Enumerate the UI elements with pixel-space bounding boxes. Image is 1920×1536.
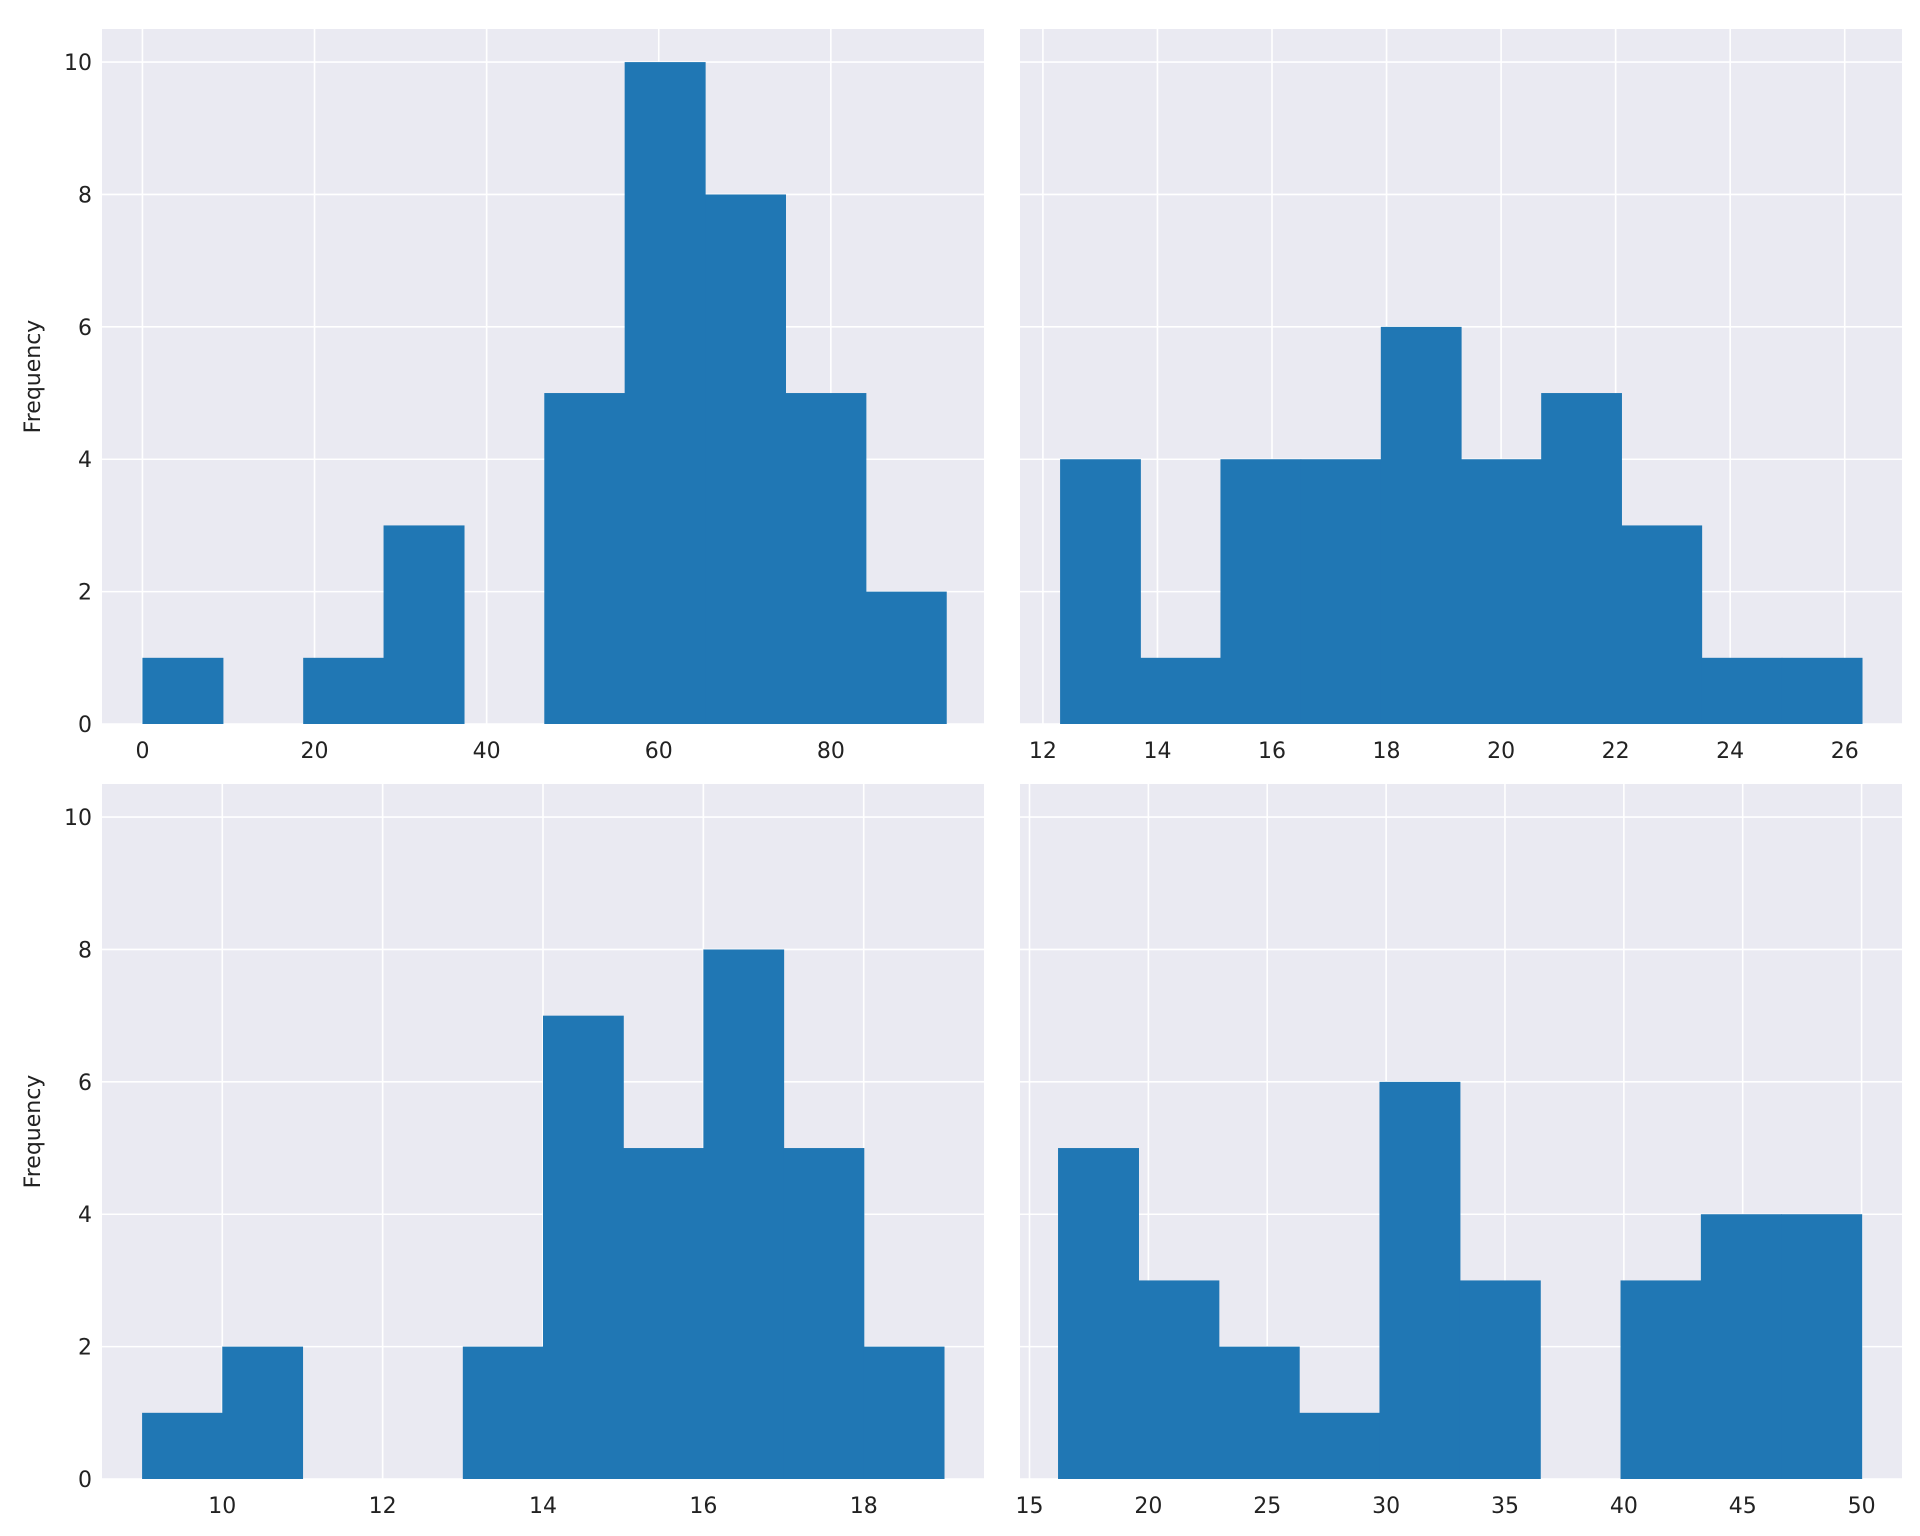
x-tick-label: 12 <box>1029 739 1057 764</box>
histogram-bar <box>1541 393 1622 724</box>
x-tick-label: 10 <box>208 1494 236 1519</box>
histogram-bar <box>1299 1412 1381 1479</box>
y-tick-label: 4 <box>78 1203 92 1228</box>
histogram-bar <box>1621 525 1703 724</box>
histogram-bar <box>1220 459 1302 724</box>
histogram-bar <box>303 657 385 724</box>
histogram-bar <box>624 62 706 725</box>
histogram-bar <box>142 1412 223 1479</box>
x-tick-label: 50 <box>1848 1494 1876 1519</box>
histogram-panel-2: 12 14 16 18 20 22 24 26 <box>1020 29 1902 764</box>
y-tick-label: 4 <box>78 448 92 473</box>
histogram-bar <box>1781 1214 1863 1479</box>
histogram-bar <box>1701 657 1783 724</box>
x-tick-label: 16 <box>1258 739 1286 764</box>
x-tick-label: 30 <box>1372 1494 1400 1519</box>
x-tick-label: 16 <box>689 1494 717 1519</box>
y-tick-label: 2 <box>78 581 92 606</box>
x-tick-label: 24 <box>1716 739 1744 764</box>
histogram-bar <box>623 1148 704 1479</box>
histogram-bar <box>1380 326 1462 724</box>
histogram-panel-3: 10 12 14 16 18 0 2 4 6 8 10 Frequency <box>21 784 984 1519</box>
y-tick-label: 0 <box>78 713 92 738</box>
y-tick-label: 0 <box>78 1468 92 1493</box>
x-tick-label: 22 <box>1602 739 1630 764</box>
y-tick-label: 6 <box>78 1071 92 1096</box>
histogram-panel-1: 0 20 40 60 80 0 2 4 6 8 10 Frequency <box>21 29 984 764</box>
histogram-bar <box>1781 657 1863 724</box>
histogram-bar <box>865 591 947 724</box>
x-tick-label: 40 <box>473 739 501 764</box>
histogram-bar <box>703 949 785 1479</box>
x-tick-label: 20 <box>1487 739 1515 764</box>
histogram-bar <box>1700 1214 1782 1479</box>
y-axis-label: Frequency <box>21 320 46 434</box>
histogram-bar <box>1060 459 1141 724</box>
histogram-bar <box>1459 1280 1541 1479</box>
histogram-bar <box>222 1346 304 1479</box>
histogram-bar <box>1058 1148 1139 1479</box>
histogram-bar <box>142 657 224 724</box>
x-tick-label: 20 <box>301 739 329 764</box>
histogram-bar <box>705 194 786 724</box>
y-tick-label: 2 <box>78 1336 92 1361</box>
histogram-bar <box>383 525 465 724</box>
histogram-bar <box>1620 1280 1702 1479</box>
y-tick-label: 8 <box>78 183 92 208</box>
x-tick-label: 12 <box>369 1494 397 1519</box>
histogram-bar <box>1379 1081 1461 1479</box>
x-tick-label: 14 <box>529 1494 557 1519</box>
x-tick-label: 20 <box>1134 1494 1162 1519</box>
y-axis-label: Frequency <box>21 1075 46 1189</box>
histogram-panel-4: 15 20 25 30 35 40 45 50 <box>1016 784 1902 1519</box>
x-tick-label: 40 <box>1610 1494 1638 1519</box>
histogram-bar <box>543 1015 624 1479</box>
x-tick-label: 18 <box>850 1494 878 1519</box>
histogram-bar <box>785 393 867 724</box>
x-tick-label: 14 <box>1143 739 1171 764</box>
x-tick-label: 60 <box>645 739 673 764</box>
x-tick-label: 0 <box>135 739 149 764</box>
histogram-bar <box>1218 1346 1300 1479</box>
y-tick-label: 8 <box>78 938 92 963</box>
y-tick-label: 10 <box>64 51 92 76</box>
histogram-bar <box>1138 1280 1220 1479</box>
x-tick-label: 26 <box>1831 739 1859 764</box>
histogram-bar <box>1300 459 1382 724</box>
x-tick-label: 18 <box>1373 739 1401 764</box>
histogram-bar <box>1461 459 1542 724</box>
histogram-bar <box>462 1346 544 1479</box>
x-tick-label: 35 <box>1491 1494 1519 1519</box>
x-tick-label: 15 <box>1016 1494 1044 1519</box>
x-tick-label: 25 <box>1253 1494 1281 1519</box>
x-tick-label: 45 <box>1729 1494 1757 1519</box>
histogram-bar <box>544 393 626 724</box>
y-tick-label: 10 <box>64 806 92 831</box>
histogram-bar <box>863 1346 945 1479</box>
histogram-bar <box>783 1148 865 1479</box>
x-tick-label: 80 <box>817 739 845 764</box>
y-tick-label: 6 <box>78 316 92 341</box>
histogram-bar <box>1140 657 1222 724</box>
